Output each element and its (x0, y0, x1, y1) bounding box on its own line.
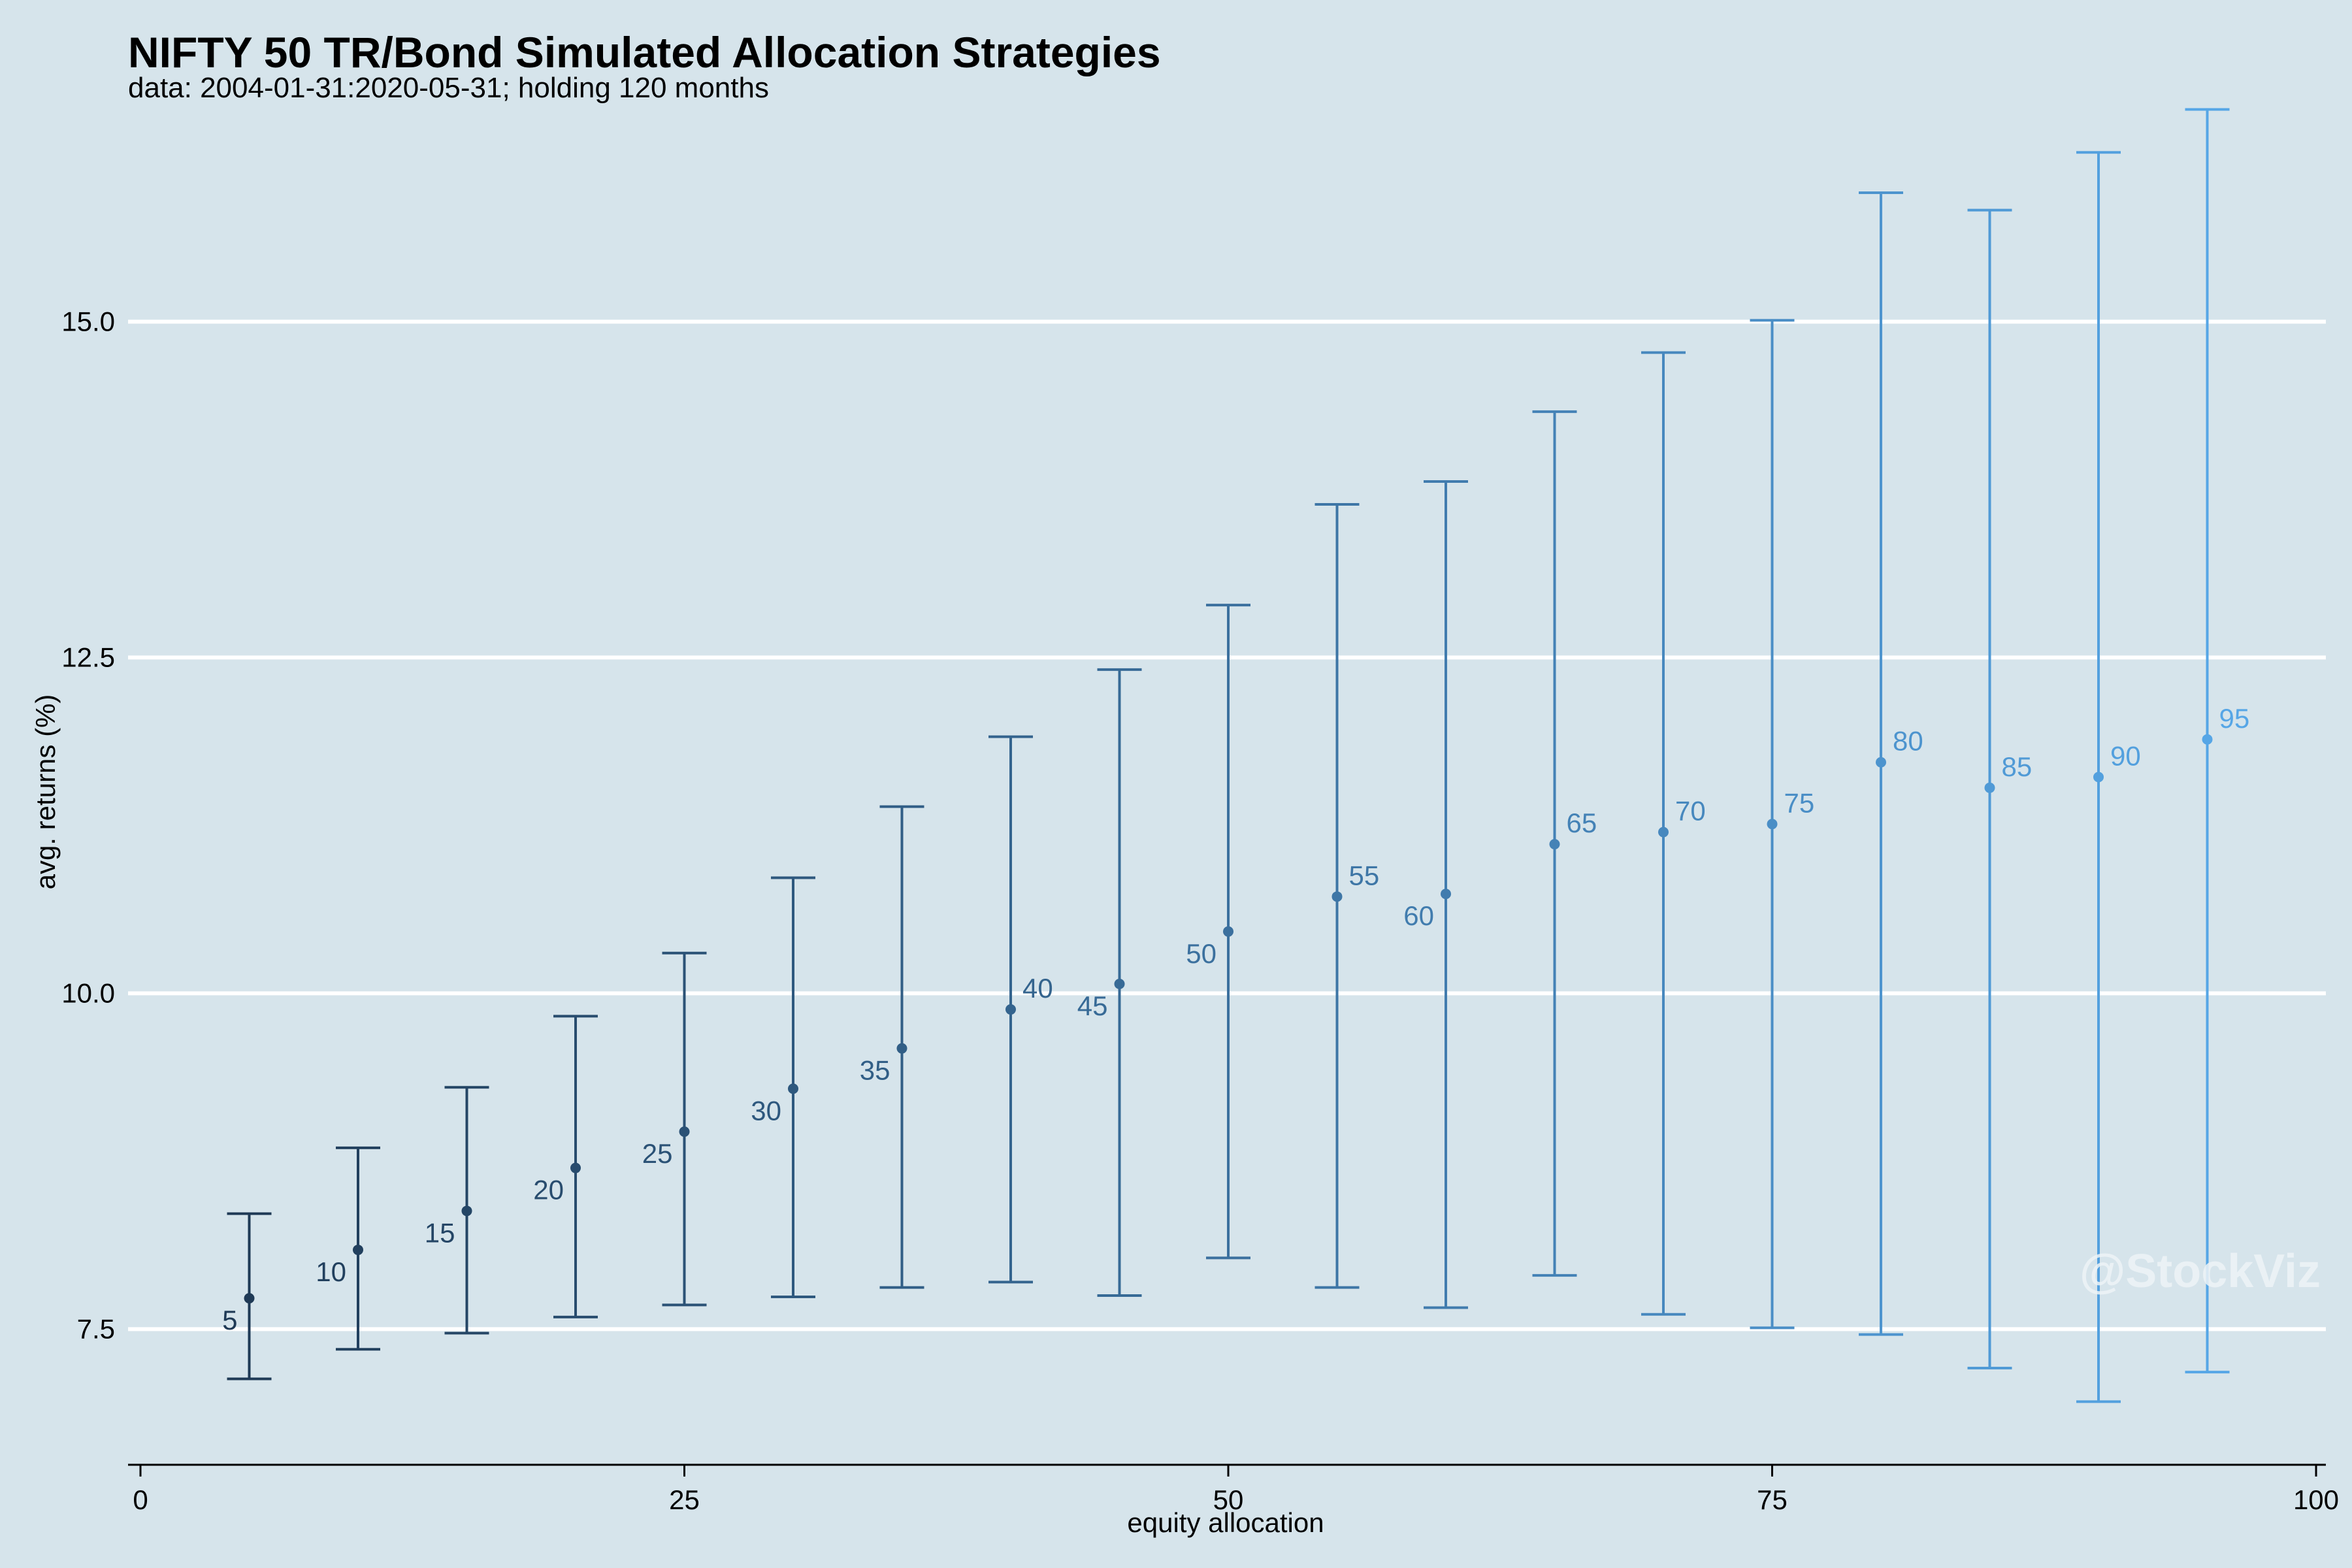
chart-title: NIFTY 50 TR/Bond Simulated Allocation St… (128, 28, 1161, 76)
data-point (1441, 889, 1451, 900)
data-label: 65 (1567, 808, 1597, 838)
data-point (1767, 819, 1778, 830)
data-label: 25 (642, 1138, 673, 1169)
y-tick-label: 10.0 (61, 977, 115, 1008)
data-label: 85 (2002, 751, 2033, 782)
x-tick-label: 75 (1757, 1484, 1788, 1515)
data-label: 50 (1186, 938, 1217, 969)
y-tick-label: 12.5 (61, 642, 115, 672)
y-tick-label: 7.5 (77, 1313, 115, 1344)
data-label: 15 (425, 1217, 455, 1248)
x-tick-label: 100 (2293, 1484, 2339, 1515)
data-point (1223, 926, 1233, 937)
x-tick-label: 50 (1213, 1484, 1244, 1515)
x-axis-label: equity allocation (1127, 1507, 1324, 1538)
watermark-text: @StockViz (2080, 1245, 2321, 1298)
data-point (1114, 978, 1125, 989)
data-label: 80 (1893, 726, 1923, 757)
data-point (2202, 734, 2213, 745)
data-point (1876, 757, 1886, 768)
data-label: 55 (1349, 860, 1380, 890)
data-point (1549, 839, 1560, 850)
data-point (1984, 782, 1995, 793)
data-point (1658, 826, 1669, 838)
x-axis: 0 25 50 75 100 (128, 1463, 2339, 1515)
x-tick-label: 0 (133, 1484, 148, 1515)
error-bars (227, 108, 2230, 1403)
data-point (896, 1043, 907, 1054)
data-label: 95 (2219, 703, 2250, 734)
data-point (244, 1293, 255, 1304)
point-labels: 5 10 15 20 25 30 35 40 45 50 55 60 65 70 75 80 85 90 95 (222, 703, 2249, 1335)
data-point (1005, 1004, 1016, 1015)
chart-subtitle: data: 2004-01-31:2020-05-31; holding 120… (128, 72, 769, 104)
y-tick-labels: 7.5 10.0 12.5 15.0 (61, 306, 115, 1344)
data-point (570, 1162, 581, 1173)
data-label: 30 (751, 1095, 781, 1126)
data-label: 10 (316, 1256, 346, 1287)
data-point (679, 1126, 690, 1137)
data-label: 40 (1022, 973, 1053, 1004)
data-label: 35 (860, 1055, 890, 1086)
data-point (353, 1245, 363, 1256)
data-label: 90 (2110, 740, 2141, 771)
x-tick-label: 25 (669, 1484, 700, 1515)
data-label: 60 (1403, 900, 1434, 931)
data-label: 45 (1077, 990, 1108, 1021)
data-point (2093, 772, 2104, 783)
y-axis-label: avg. returns (%) (30, 694, 61, 890)
data-point (788, 1083, 798, 1094)
data-label: 5 (222, 1305, 237, 1335)
y-tick-label: 15.0 (61, 306, 115, 336)
data-point (461, 1205, 472, 1217)
data-label: 70 (1675, 796, 1706, 826)
data-point (1331, 891, 1343, 902)
data-label: 20 (533, 1175, 564, 1205)
data-label: 75 (1784, 787, 1815, 818)
